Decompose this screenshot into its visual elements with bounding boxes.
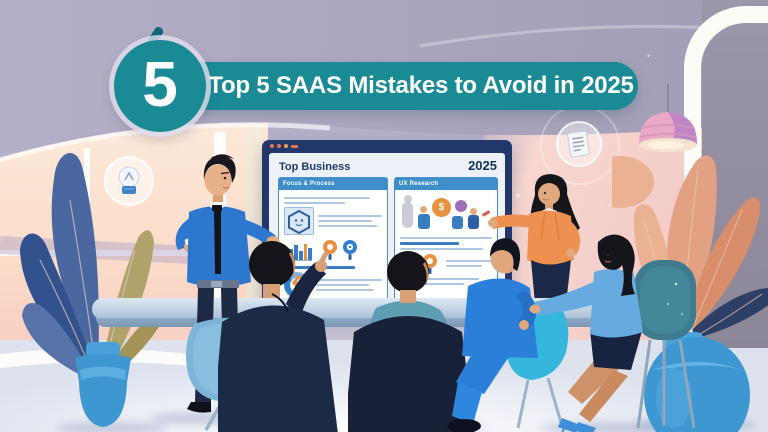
banner-title: Top 5 SAAS Mistakes to Avoid in 2025 [208, 72, 634, 99]
figure-head [470, 208, 477, 215]
seated-woman-right [529, 234, 643, 432]
hexagon-badge-icon [284, 207, 314, 235]
potted-plant-left [20, 153, 165, 427]
text-line-placeholder [400, 282, 465, 285]
dollar-circle: $ [432, 198, 451, 217]
seated-man-pointing [218, 241, 338, 432]
screen-year: 2025 [468, 158, 497, 173]
text-line-placeholder [316, 283, 369, 286]
right-panel-title: UX Research [395, 178, 497, 190]
pendant-lamp [639, 84, 697, 152]
window-mullion [0, 250, 230, 256]
heading-line-placeholder [400, 242, 459, 245]
floor-shadow [540, 422, 710, 432]
figures-infographic: $ [400, 194, 492, 234]
text-line-placeholder [284, 202, 345, 204]
text-line-placeholder [400, 247, 483, 250]
text-line-placeholder [316, 278, 382, 281]
floor-shadow [56, 422, 168, 432]
medallion-icons [322, 240, 357, 260]
sparkle-icon: ✦ [514, 191, 522, 201]
title-banner: Top 5 SAAS Mistakes to Avoid in 2025 [170, 62, 638, 110]
lightbulb-medallion-icon [104, 156, 154, 206]
figure-blue [452, 216, 463, 229]
text-line-placeholder [318, 225, 377, 227]
figure-blue [418, 214, 430, 229]
text-line-placeholder [400, 277, 480, 280]
figure-navy [468, 215, 479, 229]
dollar-symbol: $ [438, 202, 445, 213]
door-frame [246, 126, 260, 348]
figure-head [420, 206, 427, 213]
figure-gray-head [404, 195, 412, 203]
number-badge: 5 [114, 40, 206, 132]
text-line-placeholder [318, 215, 382, 217]
text-line-placeholder [400, 237, 492, 239]
document-medallion-icon [556, 121, 602, 167]
figure-gray [402, 202, 413, 228]
sparkle-icon: ✦ [646, 54, 652, 60]
text-line-placeholder [316, 288, 375, 291]
text-line-placeholder [284, 197, 371, 199]
purple-dot [455, 200, 467, 212]
window-control-dots [270, 144, 298, 148]
seated-man-center [348, 251, 474, 432]
seated-man-blue [447, 238, 538, 432]
chair-far-right [634, 260, 696, 429]
text-line-placeholder [318, 220, 373, 222]
text-line-placeholder [446, 265, 482, 267]
screen-title: Top Business [279, 161, 351, 173]
left-panel-title: Focus & Process [279, 178, 387, 190]
text-line-placeholder [446, 260, 492, 262]
badge-number: 5 [142, 48, 178, 120]
presenting-woman [488, 174, 581, 318]
